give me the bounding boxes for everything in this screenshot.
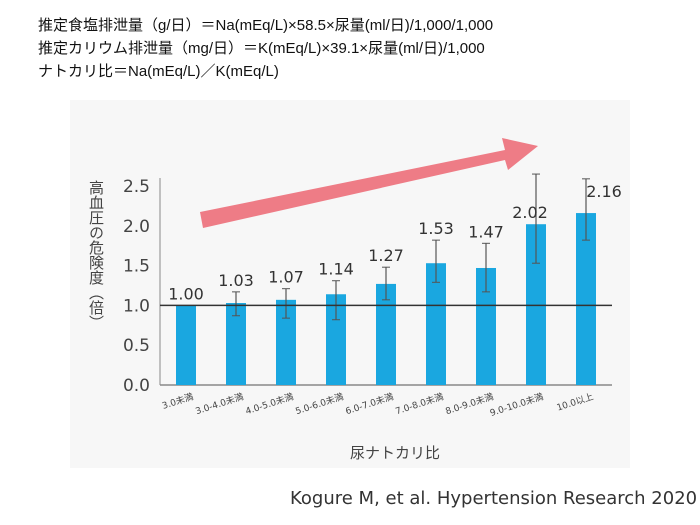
data-label: 2.02 [512, 203, 548, 222]
x-tick-label: 7.0-8.0未満 [394, 390, 445, 417]
bar [426, 263, 446, 385]
data-label: 1.00 [168, 284, 204, 303]
data-label: 1.53 [418, 219, 454, 238]
y-tick-label: 1.5 [123, 257, 150, 277]
x-axis-label: 尿ナトカリ比 [350, 444, 440, 462]
x-tick-label: 10.0以上 [555, 391, 595, 413]
data-label: 1.27 [368, 246, 404, 265]
x-tick-label: 6.0-7.0未満 [344, 390, 395, 417]
formula-na-k-ratio: ナトカリ比＝Na(mEq/L)／K(mEq/L) [38, 63, 279, 80]
x-tick-label: 8.0-9.0未満 [444, 390, 495, 417]
citation: Kogure M, et al. Hypertension Research 2… [290, 488, 698, 509]
y-tick-label: 0.5 [123, 336, 150, 356]
bar [226, 303, 246, 385]
data-label: 2.16 [586, 182, 622, 201]
y-axis-label: 高血圧の危険度（倍） [87, 180, 105, 330]
bar [276, 299, 296, 385]
y-tick-label: 2.5 [123, 177, 150, 197]
x-tick-label: 3.0未満 [160, 390, 194, 411]
data-label: 1.03 [218, 271, 254, 290]
x-tick-label: 4.0-5.0未満 [244, 390, 295, 417]
data-label: 1.07 [268, 268, 304, 287]
x-tick-label: 5.0-6.0未満 [294, 390, 345, 417]
bar [376, 283, 396, 385]
bar [326, 294, 346, 385]
bar [476, 267, 496, 385]
y-tick-label: 0.0 [123, 376, 150, 396]
data-label: 1.14 [318, 260, 354, 279]
x-tick-label: 9.0-10.0未満 [488, 390, 545, 419]
bar [526, 224, 546, 385]
data-label: 1.47 [468, 222, 504, 241]
y-tick-label: 2.0 [123, 217, 150, 237]
trend-arrow [200, 138, 538, 228]
y-tick-label: 1.0 [123, 296, 150, 316]
bar [576, 213, 596, 385]
formula-salt: 推定食塩排泄量（g/日）＝Na(mEq/L)×58.5×尿量(ml/日)/1,0… [38, 17, 494, 34]
bar [176, 305, 196, 385]
formula-potassium: 推定カリウム排泄量（mg/日）＝K(mEq/L)×39.1×尿量(ml/日)/1… [38, 40, 485, 57]
x-tick-label: 3.0-4.0未満 [194, 390, 245, 417]
